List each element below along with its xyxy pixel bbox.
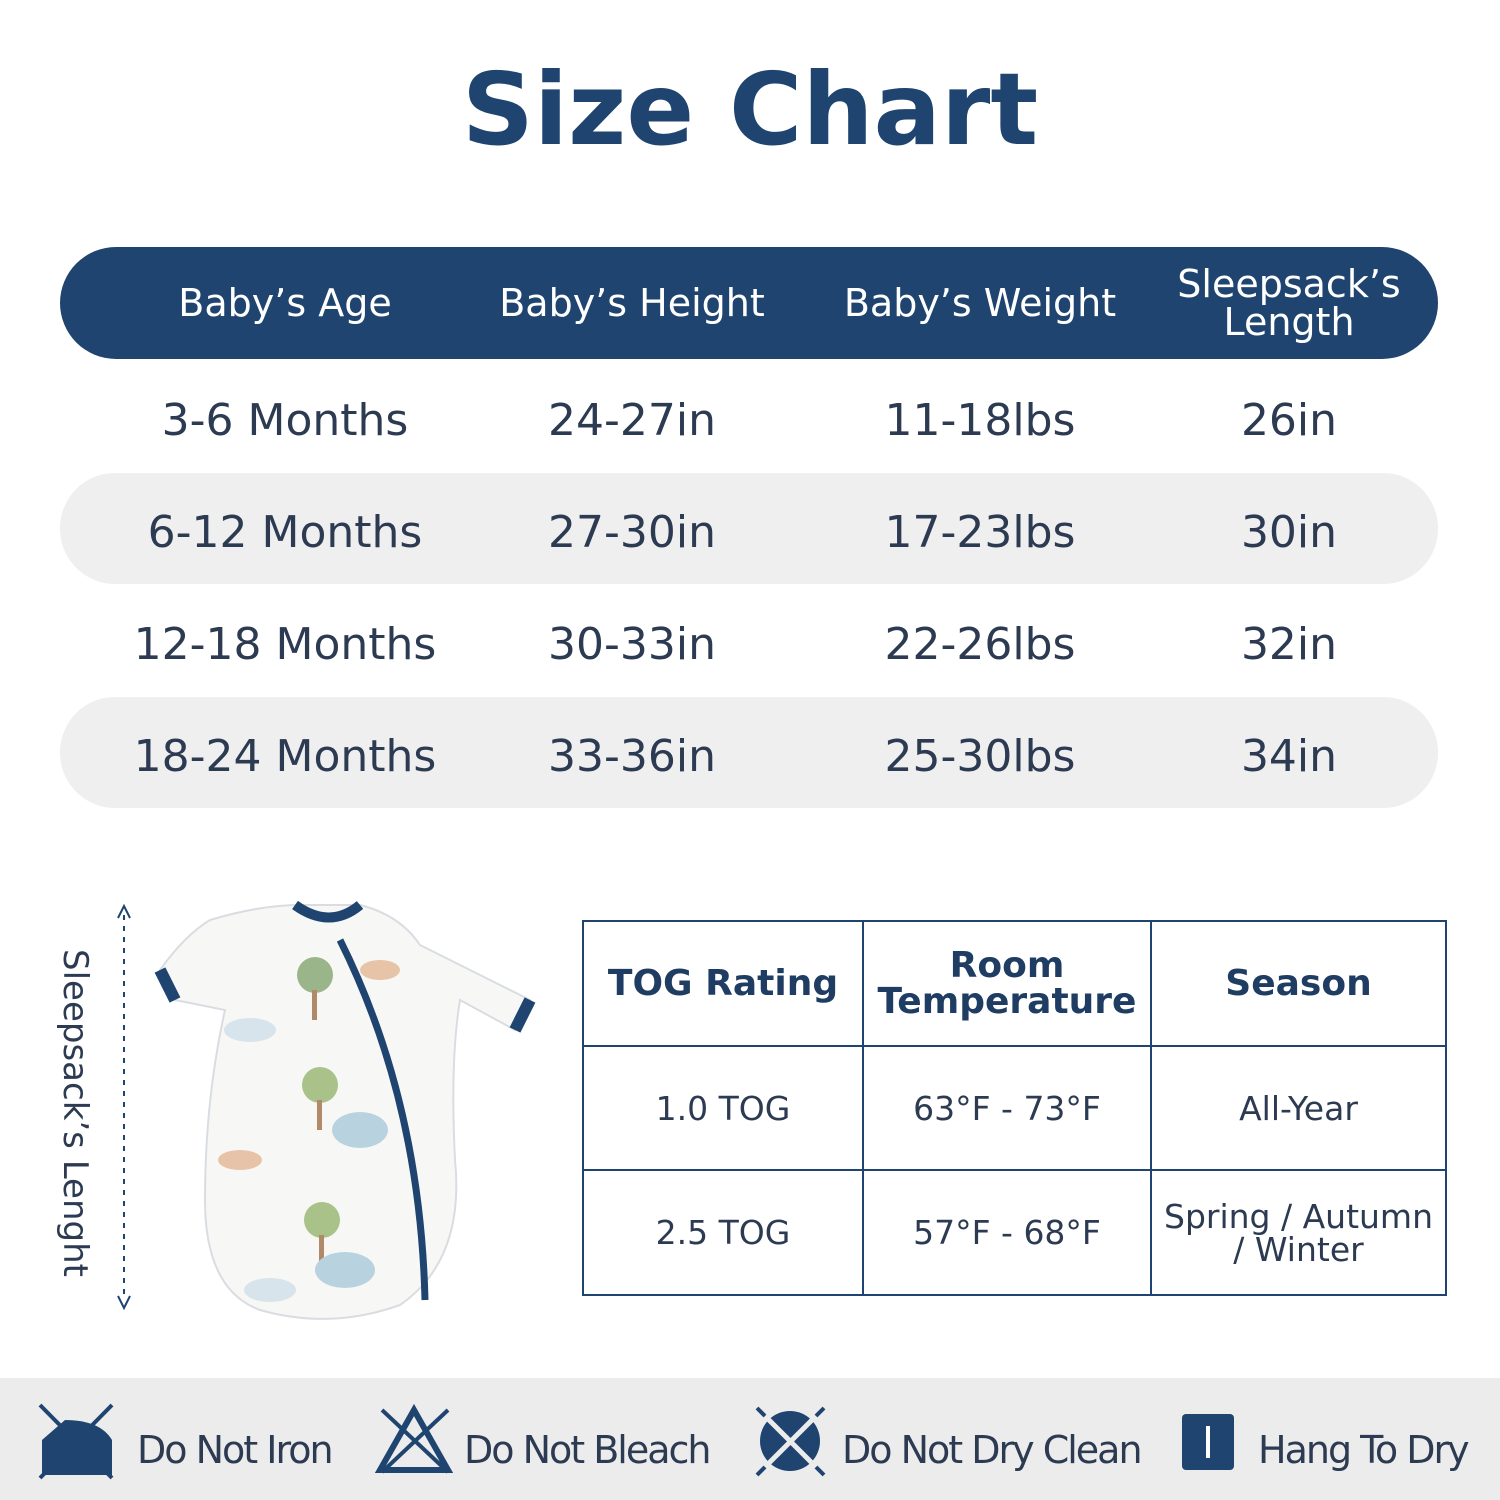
- sleepsack-illustration: [154, 900, 536, 1320]
- size-cell: 30-33in: [548, 619, 716, 670]
- tog-cell: 2.5 TOG: [655, 1213, 791, 1252]
- length-label: Sleepsack’s Lenght: [55, 948, 95, 1277]
- size-header: Baby’s Weight: [843, 281, 1117, 325]
- tog-cell: All-Year: [1239, 1088, 1358, 1128]
- size-cell: 18-24 Months: [133, 731, 437, 782]
- tog-header: Room Temperature: [877, 944, 1137, 1022]
- size-cell: 24-27in: [548, 395, 716, 446]
- size-cell: 33-36in: [548, 731, 716, 782]
- size-cell: 34in: [1240, 731, 1338, 782]
- length-arrow: [117, 903, 131, 1311]
- size-cell: 6-12 Months: [147, 507, 423, 558]
- size-header: Sleepsack’s Length: [1177, 262, 1401, 344]
- tog-cell: 63°F - 73°F: [913, 1088, 1101, 1128]
- tog-cell: Spring / Autumn / Winter: [1164, 1196, 1433, 1269]
- size-cell: 30in: [1240, 507, 1338, 558]
- title: Size Chart: [461, 51, 1039, 168]
- size-cell: 26in: [1240, 395, 1338, 446]
- tog-header: Season: [1225, 962, 1372, 1004]
- care-label: Do Not Bleach: [464, 1428, 712, 1472]
- row-band: [60, 473, 1438, 584]
- care-label: Do Not Iron: [137, 1428, 334, 1472]
- size-header: Baby’s Age: [178, 281, 392, 325]
- care-label: Do Not Dry Clean: [842, 1428, 1143, 1472]
- care-icons: [38, 1403, 1234, 1480]
- row-band: [60, 697, 1438, 808]
- care-label: Hang To Dry: [1258, 1428, 1470, 1472]
- size-cell: 3-6 Months: [161, 395, 409, 446]
- tog-cell: 1.0 TOG: [655, 1088, 791, 1128]
- care-strip: [0, 1378, 1500, 1500]
- size-cell: 32in: [1240, 619, 1338, 670]
- size-cell: 12-18 Months: [133, 619, 437, 670]
- size-cell: 22-26lbs: [884, 619, 1076, 670]
- tog-cell: 57°F - 68°F: [913, 1213, 1101, 1252]
- size-cell: 17-23lbs: [884, 507, 1076, 558]
- tog-grid: [582, 920, 1447, 1296]
- size-cell: 25-30lbs: [884, 731, 1076, 782]
- header-pill: [60, 247, 1438, 359]
- tog-header: TOG Rating: [607, 962, 839, 1004]
- size-header: Baby’s Height: [499, 281, 765, 325]
- size-cell: 11-18lbs: [884, 395, 1076, 446]
- size-cell: 27-30in: [548, 507, 716, 558]
